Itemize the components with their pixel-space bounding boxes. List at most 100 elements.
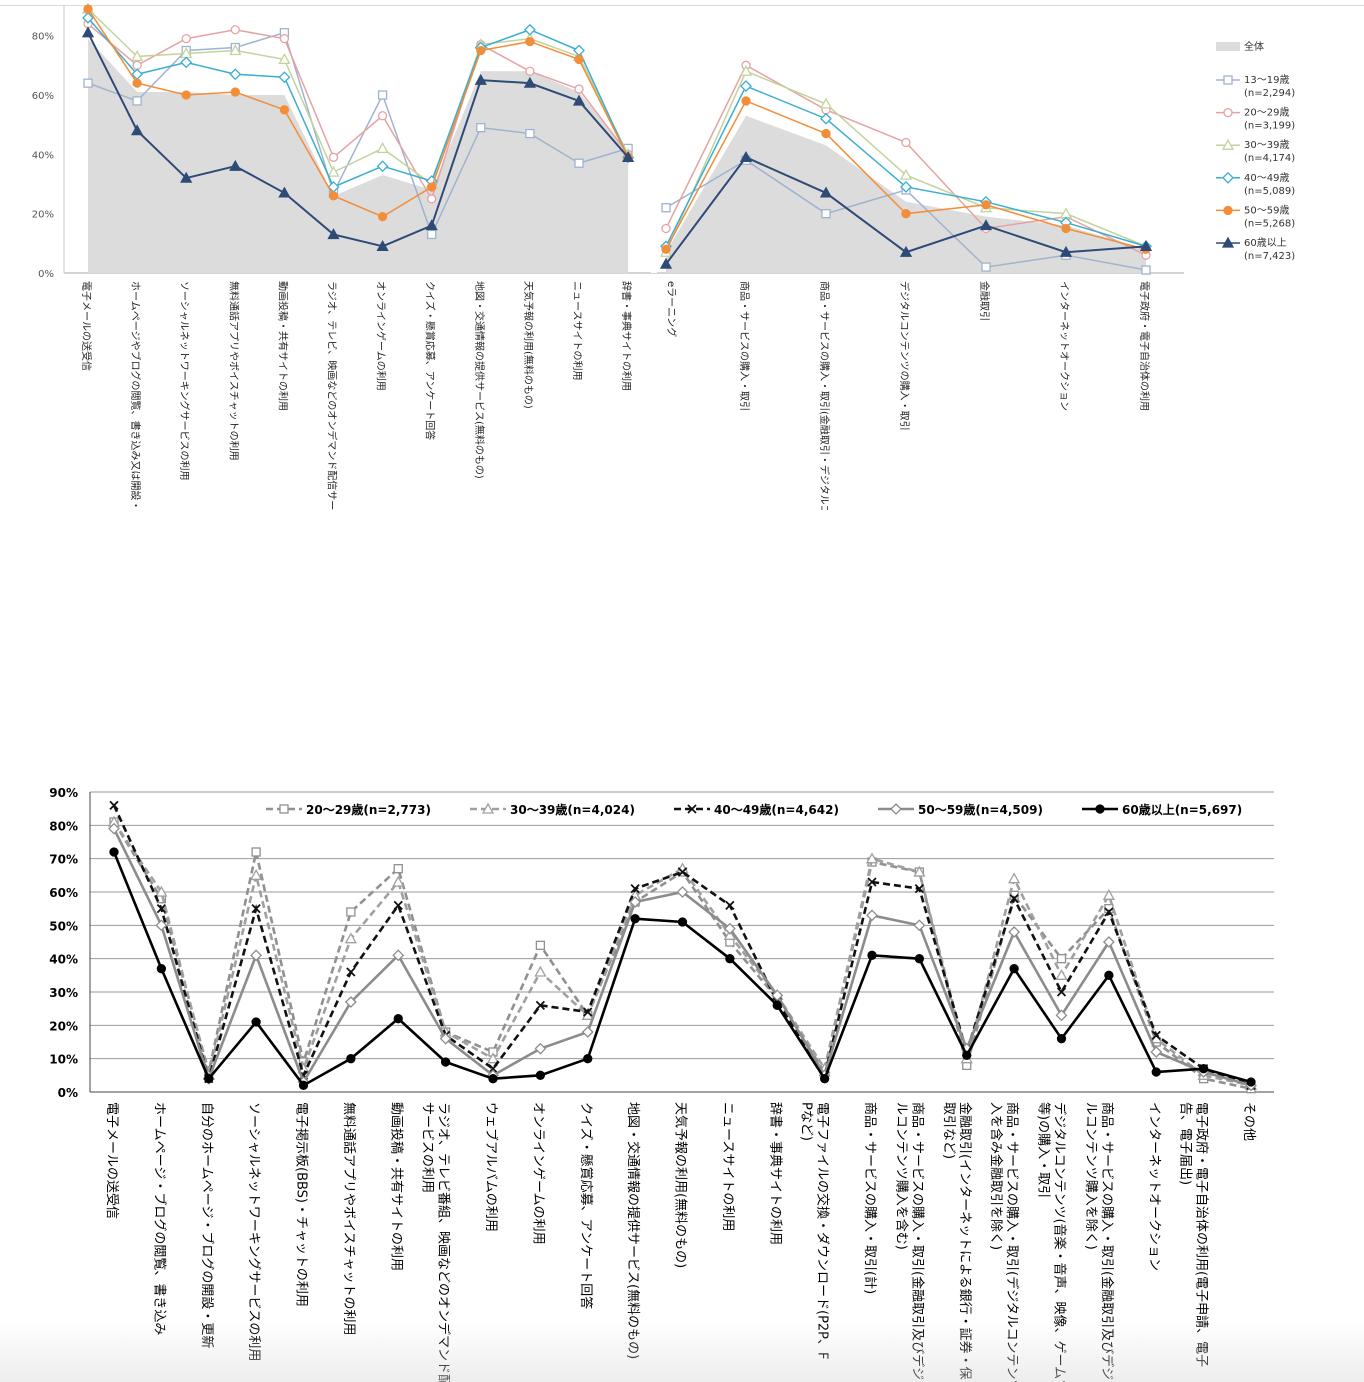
data-point-s1 [377,111,388,121]
data-point-s2 [327,165,340,177]
data-point-s4 [661,244,671,254]
series-line-1 [87,23,629,201]
legend-marker-4 [1095,804,1105,814]
data-point-s4 [630,914,640,924]
x-category-label: 電子政府・電子自治体の利用(電子申請、電子 [1194,1102,1209,1367]
data-point-s4 [488,1074,498,1084]
data-point-s3 [278,71,291,84]
legend-marker-0 [1223,75,1233,85]
data-point-s5 [130,124,144,136]
x-category-label: ニュースサイトの利用 [720,1102,735,1231]
data-point-s4 [525,36,535,47]
legend-marker-2 [1221,138,1235,150]
data-point-s5 [899,245,913,257]
data-point-s2 [376,142,389,154]
data-point-s1 [486,1052,500,1064]
x-category-label-line2: サービスの利用 [420,1102,435,1193]
data-point-s2 [583,1007,593,1017]
x-category-label: 商品・サービスの購入・取引(計) [862,1102,878,1294]
data-point-s3 [534,1042,547,1055]
data-point-s5 [819,186,833,198]
data-point-s4 [279,105,290,115]
x-category-label: ホームページやブログの閲覧、書き込み又は開設・更新 [129,281,142,510]
x-category-label: クイズ・懸賞応募、アンケート回答 [578,1102,594,1309]
data-point-s4 [427,182,437,192]
x-category-label: 商品・サービスの購入・取引(金融取引・デジタルコンテンツ購入を除く) [818,281,831,510]
data-point-s2 [251,904,261,914]
data-point-s1 [1055,968,1068,980]
data-point-s4 [1056,1034,1067,1044]
x-category-label: 動画投稿・共有サイトの利用 [388,1102,404,1271]
data-point-s2 [1151,1030,1161,1040]
y-tick-label: 20% [32,210,54,221]
x-category-label-line2: 等)の購入・取引 [1036,1102,1052,1198]
data-point-s5 [659,257,673,269]
area-overall-1 [666,115,1146,274]
data-point-s1 [901,137,911,148]
y-tick-label: 30% [49,986,78,1000]
data-point-s3 [180,56,193,69]
data-point-s4 [181,90,191,100]
data-point-s4 [251,1017,261,1027]
data-point-s4 [230,87,240,97]
data-point-s4 [583,1054,593,1064]
data-point-s3 [344,996,357,1008]
data-point-s2 [739,64,753,76]
y-tick-label: 50% [49,919,78,933]
x-category-label: 自分のホームページ・ブログの開設・更新 [199,1102,215,1348]
data-point-s4 [962,1050,972,1060]
data-point-s2 [346,967,356,977]
chart-age-usage-top: 0% 20% 40% 60% 80% 電子メールの送受信 ホームページやブログの閲覧、書き込… [32,2,1295,510]
data-point-s2 [130,50,144,62]
data-point-s4 [377,211,388,222]
legend-label-2: 40〜49歳(n=4,642) [714,802,839,817]
data-point-s0 [981,262,991,272]
x-category-label: オンラインゲームの利用 [530,1102,545,1245]
data-point-s1 [132,60,142,70]
legend-marker-3 [890,803,902,815]
legend-count-4: (n=5,268) [1244,218,1295,229]
legend-bg-0 [262,798,452,820]
data-point-s3 [155,919,168,932]
data-point-s4 [1246,1077,1256,1087]
x-category-label-line2: Pなど) [799,1102,814,1141]
legend-bg-4 [1078,798,1268,820]
data-point-s3 [581,1026,594,1038]
data-point-s0 [821,209,831,219]
data-point-s1 [181,33,191,44]
data-point-s4 [1198,1064,1209,1074]
legend-marker-1 [481,802,495,814]
data-point-s0 [476,122,486,133]
series-line-5 [87,32,629,248]
data-point-s0 [251,847,261,857]
series-line-4 [87,8,629,218]
data-point-s5 [523,76,537,88]
data-point-s3 [866,909,878,922]
x-category-label: ウェブアルバムの利用 [483,1102,499,1232]
legend-label-overall: 全体 [1244,40,1264,53]
x-category-label: 無料通話アプリやボイスチャットの利用 [341,1102,357,1335]
x-category-label: デジタルコンテンツの購入・取引 [898,281,911,431]
data-point-s4 [1151,1067,1161,1077]
data-point-s1 [155,885,168,897]
data-point-s1 [913,865,926,877]
data-point-s1 [230,25,240,35]
data-point-s4 [821,128,831,139]
x-category-label: ラジオ、テレビ番組、映画などのオンデマンド配 [436,1102,452,1382]
data-point-s3 [913,919,926,932]
legend-label-1: 30〜39歳(n=4,024) [510,802,635,817]
data-point-s4 [535,1070,546,1080]
x-category-label: ソーシャルネットワーキングサービスの利用 [246,1102,261,1361]
data-point-s4 [819,1074,830,1084]
x-category-label: ラジオ、テレビ、映画などのオンデマンド配信サービスの利用 [326,281,339,510]
data-point-s5 [1059,245,1073,257]
y-tick-label: 60% [32,91,54,102]
data-point-s5 [739,150,753,162]
data-point-s2 [278,53,291,65]
legend-marker-3 [1222,171,1234,184]
x-category-label: 電子メールの送受信 [104,1102,119,1219]
x-category-label: 商品・サービスの購入・取引 [738,281,751,411]
data-point-s2 [109,800,119,810]
data-point-s5 [180,171,193,183]
y-tick-label: 10% [49,1053,78,1067]
